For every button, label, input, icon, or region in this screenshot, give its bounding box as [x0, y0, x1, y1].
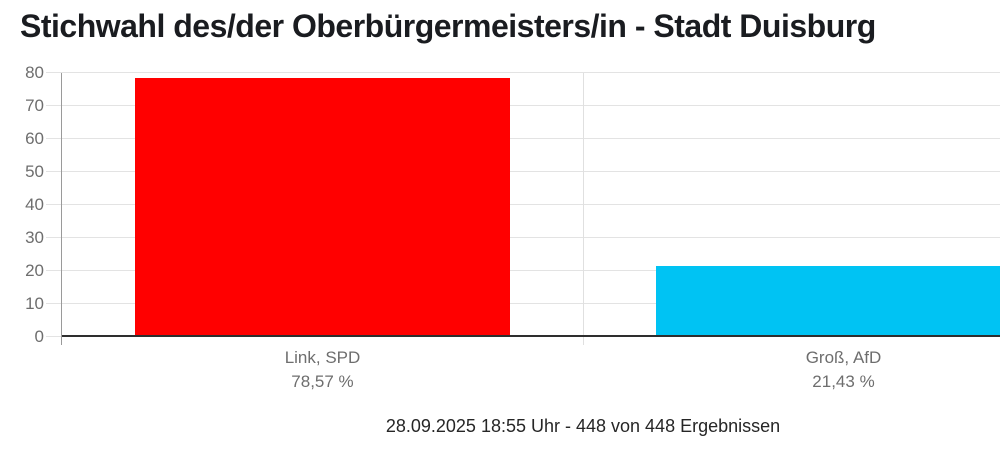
y-axis-tick-label: 60: [25, 129, 44, 148]
candidate-name: Link, SPD: [284, 348, 361, 367]
gridline: [46, 204, 1000, 205]
y-axis-tick-label: 80: [25, 63, 44, 82]
gridline: [46, 270, 1000, 271]
gridline: [46, 237, 1000, 238]
x-axis-line: [62, 335, 1000, 337]
candidate-percentage: 78,57 %: [291, 372, 354, 391]
y-axis-tick-label: 30: [25, 228, 44, 247]
bar-2: [656, 266, 1000, 337]
chart-title: Stichwahl des/der Oberbürgermeisters/in …: [20, 8, 876, 44]
candidate-percentage: 21,43 %: [812, 372, 875, 391]
category-separator-line: [583, 73, 584, 345]
y-axis-tick-label: 0: [34, 327, 44, 346]
category-label-2: Groß, AfD 21,43 %: [806, 346, 882, 394]
y-axis-tick-label: 20: [25, 261, 44, 280]
gridline: [46, 105, 1000, 106]
y-axis-tick-label: 50: [25, 162, 44, 181]
gridline: [46, 303, 1000, 304]
gridline: [46, 72, 1000, 73]
y-axis-line: [61, 73, 62, 345]
bar-1: [135, 78, 510, 337]
category-label-1: Link, SPD 78,57 %: [285, 346, 361, 394]
y-axis-tick-label: 70: [25, 96, 44, 115]
candidate-name: Groß, AfD: [805, 348, 882, 367]
gridline: [46, 138, 1000, 139]
y-axis-tick-label: 40: [25, 195, 44, 214]
gridline: [46, 171, 1000, 172]
y-axis-tick-label: 10: [25, 294, 44, 313]
result-status-text: 28.09.2025 18:55 Uhr - 448 von 448 Ergeb…: [385, 416, 781, 436]
